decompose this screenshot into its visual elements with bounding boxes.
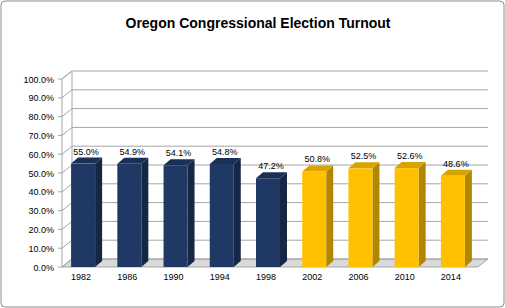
grid-line (62, 127, 488, 135)
data-label: 48.6% (443, 159, 469, 169)
y-tick-label: 90.0% (28, 93, 54, 103)
x-tick-label: 1990 (164, 272, 184, 282)
y-tick (58, 210, 62, 211)
bar-group (302, 165, 333, 267)
y-tick (58, 135, 62, 136)
bar (441, 176, 465, 267)
data-label: 47.2% (258, 161, 284, 171)
data-label: 52.5% (351, 151, 377, 161)
bar-side (188, 159, 195, 267)
y-tick-label: 40.0% (28, 187, 54, 197)
bar (117, 164, 141, 267)
bar-top (210, 158, 241, 164)
bar-group (256, 172, 287, 267)
chart-title: Oregon Congressional Election Turnout (126, 15, 391, 31)
data-label: 55.0% (73, 147, 99, 157)
bar-side (280, 172, 287, 267)
bar-group (164, 159, 195, 267)
y-tick (58, 97, 62, 98)
x-tick-label: 1982 (71, 272, 91, 282)
x-tick-label: 2002 (302, 272, 322, 282)
bar-side (419, 162, 426, 267)
y-tick (58, 116, 62, 117)
bar-top (256, 172, 287, 178)
bar-top (117, 158, 148, 164)
data-label: 54.1% (166, 148, 192, 158)
y-tick (58, 173, 62, 174)
bar (302, 171, 326, 267)
y-tick-label: 30.0% (28, 206, 54, 216)
labels: 55.0% 54.9% 54.1% 54.8% 47.2% 50.8% 52.5% 52.6%… (73, 147, 468, 172)
bar (210, 164, 234, 267)
y-tick-label: 70.0% (28, 131, 54, 141)
grid-line (62, 71, 488, 79)
bar-side (465, 170, 472, 267)
x-tick-label: 2014 (441, 272, 461, 282)
bar-group (441, 170, 472, 267)
bar (395, 168, 419, 267)
bar-group (71, 158, 102, 267)
data-label: 52.6% (397, 151, 423, 161)
bar-group (395, 162, 426, 267)
bar-side (95, 158, 102, 267)
y-tick (58, 154, 62, 155)
bar (348, 168, 372, 267)
bar (256, 178, 280, 267)
x-tick-label: 1994 (210, 272, 230, 282)
bar-side (234, 158, 241, 267)
bar-top (395, 162, 426, 168)
bar-side (326, 165, 333, 267)
bar-group (117, 158, 148, 267)
y-tick (58, 248, 62, 249)
bar-top (71, 158, 102, 164)
x-tick-label: 2006 (348, 272, 368, 282)
bar-top (441, 170, 472, 176)
bars (71, 158, 472, 267)
grid-line (62, 90, 488, 98)
bar-top (164, 159, 195, 165)
bar-group (210, 158, 241, 267)
y-tick (58, 229, 62, 230)
x-tick-label: 1998 (256, 272, 276, 282)
y-tick-label: 80.0% (28, 112, 54, 122)
y-tick (58, 191, 62, 192)
y-tick-label: 60.0% (28, 150, 54, 160)
bar-side (372, 162, 379, 267)
data-label: 50.8% (304, 154, 330, 164)
data-label: 54.8% (212, 147, 238, 157)
y-tick (58, 79, 62, 80)
y-tick-label: 10.0% (28, 244, 54, 254)
grid-line (62, 109, 488, 117)
x-tick-label: 2010 (395, 272, 415, 282)
chart-border (1, 1, 504, 307)
y-tick-label: 0.0% (33, 263, 54, 273)
bar-side (141, 158, 148, 267)
y-tick-label: 100.0% (23, 75, 54, 85)
bar-top (348, 162, 379, 168)
y-tick (58, 267, 62, 268)
x-tick-label: 1986 (117, 272, 137, 282)
y-tick-label: 50.0% (28, 169, 54, 179)
data-label: 54.9% (120, 147, 146, 157)
y-tick-label: 20.0% (28, 225, 54, 235)
bar-group (348, 162, 379, 267)
bar (71, 164, 95, 267)
bar-top (302, 165, 333, 171)
bar (164, 165, 188, 267)
chart: Oregon Congressional Election Turnout 0.0… (0, 0, 505, 308)
